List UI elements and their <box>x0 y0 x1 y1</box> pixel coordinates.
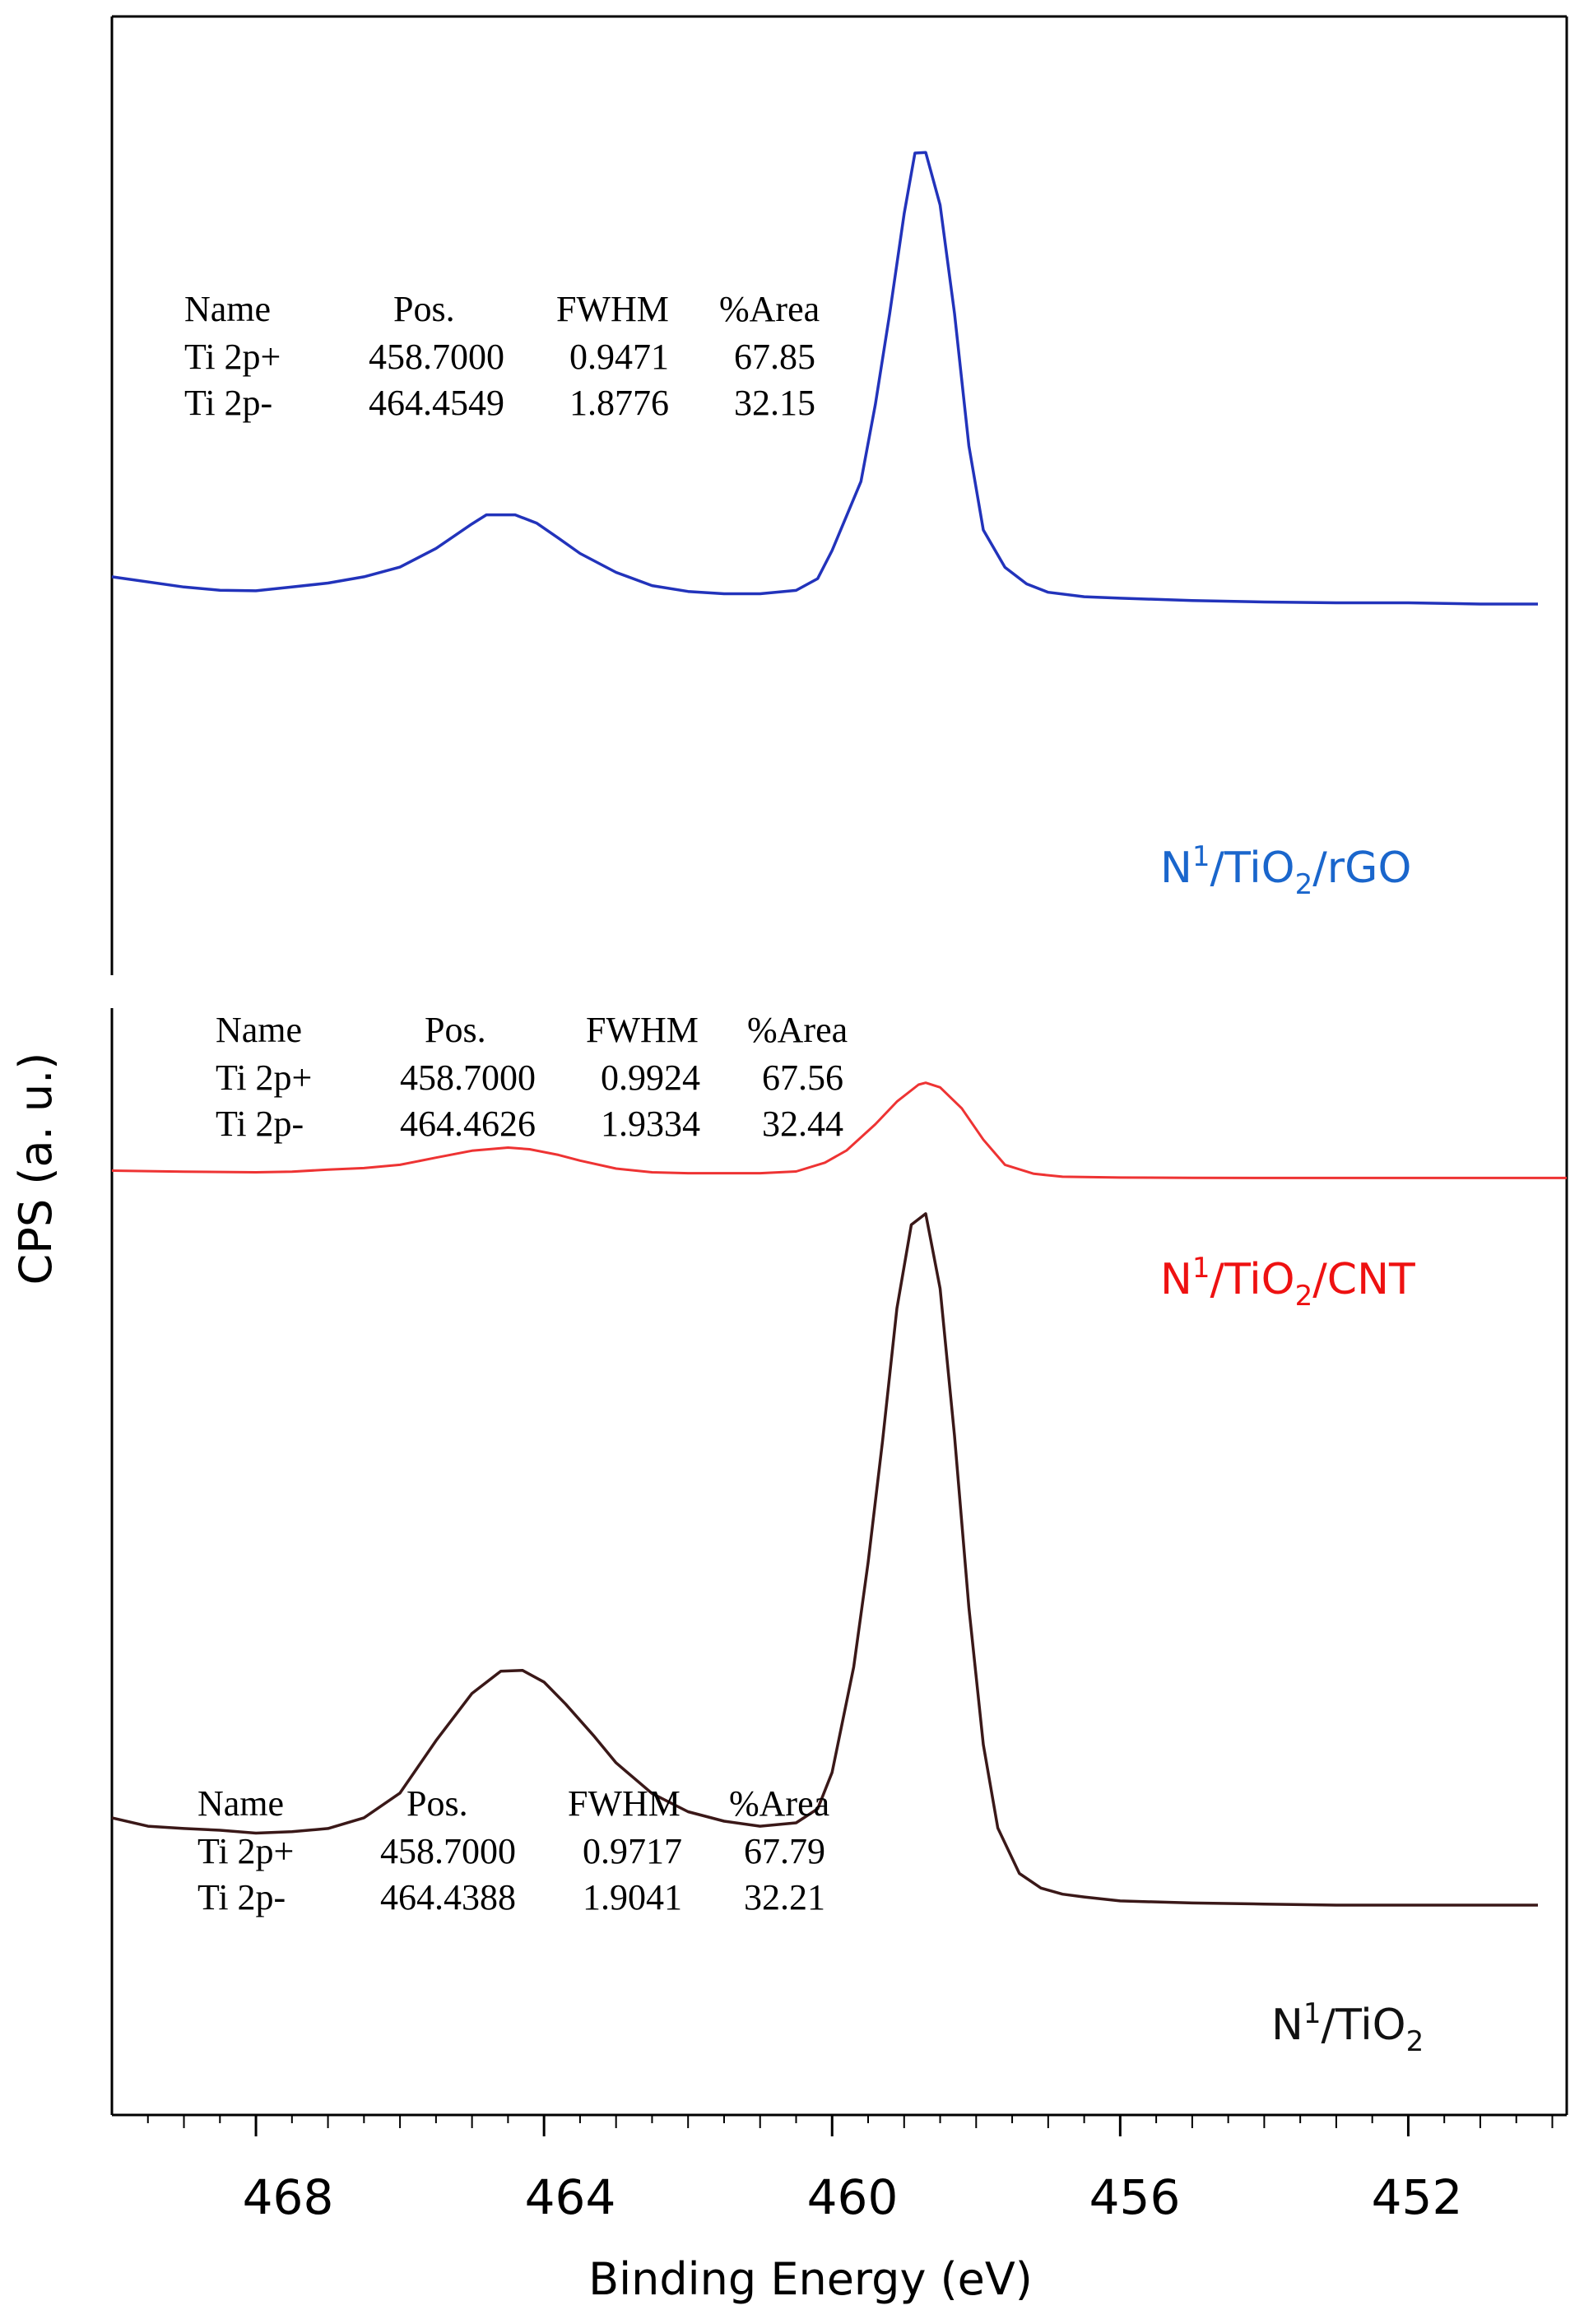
series-line-cnt <box>111 1081 1567 1179</box>
table-row-name: Ti 2p- <box>197 1877 286 1917</box>
label-part: N <box>1160 844 1192 893</box>
series-label-rgo: N1/TiO2/rGO <box>1160 840 1411 901</box>
x-tick-label: 468 <box>243 2169 334 2225</box>
label-sub: 2 <box>1295 868 1313 901</box>
table-row-name: Ti 2p- <box>184 383 272 423</box>
series-label-cnt: N1/TiO2/CNT <box>1160 1252 1415 1313</box>
label-part: /TiO <box>1210 1255 1295 1304</box>
label-part: N <box>1271 2001 1303 2050</box>
label-part: /CNT <box>1312 1255 1415 1304</box>
label-part: /TiO <box>1322 2001 1406 2050</box>
table-cell: 67.56 <box>762 1057 843 1098</box>
x-tick-label: 460 <box>807 2169 899 2225</box>
table-row-name: Ti 2p+ <box>184 337 281 377</box>
table-cell: 0.9924 <box>601 1057 700 1098</box>
series-layer <box>111 151 1567 1907</box>
table-row-name: Ti 2p+ <box>197 1831 294 1871</box>
table-cell: 67.79 <box>744 1831 825 1871</box>
table-cell: 458.7000 <box>369 337 504 377</box>
label-part: /rGO <box>1312 844 1411 893</box>
table-cell: 1.9334 <box>601 1104 700 1144</box>
x-tick-label: 464 <box>525 2169 616 2225</box>
table-header: Pos. <box>425 1010 486 1050</box>
table-cell: 458.7000 <box>400 1057 536 1098</box>
table-header: FWHM <box>568 1783 681 1824</box>
fit-table-cnt: Name Pos. FWHM %Area Ti 2p+ 458.7000 0.9… <box>216 1010 848 1144</box>
x-tick-labels: 468 464 460 456 452 <box>243 2169 1463 2225</box>
table-row-name: Ti 2p+ <box>216 1057 312 1098</box>
x-major-ticks <box>254 2115 1410 2136</box>
table-header: %Area <box>747 1010 848 1050</box>
label-sup: 1 <box>1303 1997 1322 2030</box>
label-part: /TiO <box>1210 844 1295 893</box>
x-tick-label: 452 <box>1372 2169 1463 2225</box>
table-header: %Area <box>729 1783 829 1824</box>
table-cell: 0.9717 <box>583 1831 682 1871</box>
series-label-tio2: N1/TiO2 <box>1271 1997 1424 2058</box>
table-cell: 32.15 <box>734 383 815 423</box>
x-axis-title: Binding Energy (eV) <box>588 2253 1033 2305</box>
table-cell: 464.4626 <box>400 1104 536 1144</box>
table-header: Name <box>197 1783 284 1824</box>
series-line-tio2 <box>111 1212 1538 1907</box>
x-tick-label: 456 <box>1089 2169 1181 2225</box>
table-cell: 464.4549 <box>369 383 504 423</box>
table-header: %Area <box>719 289 820 329</box>
y-axis-title: CPS (a. u.) <box>10 1053 62 1285</box>
table-cell: 464.4388 <box>380 1877 516 1917</box>
fit-table-rgo: Name Pos. FWHM %Area Ti 2p+ 458.7000 0.9… <box>184 289 820 423</box>
table-header: Pos. <box>406 1783 468 1824</box>
table-cell: 1.8776 <box>569 383 669 423</box>
table-cell: 32.21 <box>744 1877 825 1917</box>
fit-table-tio2: Name Pos. FWHM %Area Ti 2p+ 458.7000 0.9… <box>197 1783 829 1917</box>
table-cell: 0.9471 <box>569 337 669 377</box>
table-header: Name <box>216 1010 302 1050</box>
label-sub: 2 <box>1295 1280 1313 1313</box>
table-header: Pos. <box>393 289 455 329</box>
label-part: N <box>1160 1255 1192 1304</box>
series-line-rgo <box>111 151 1538 606</box>
table-cell: 67.85 <box>734 337 815 377</box>
table-cell: 32.44 <box>762 1104 843 1144</box>
label-sup: 1 <box>1192 1252 1210 1285</box>
table-header: FWHM <box>556 289 669 329</box>
plot-frame <box>110 15 1568 2136</box>
table-cell: 458.7000 <box>380 1831 516 1871</box>
table-header: Name <box>184 289 271 329</box>
table-row-name: Ti 2p- <box>216 1104 304 1144</box>
table-header: FWHM <box>586 1010 699 1050</box>
x-minor-ticks <box>146 2115 1554 2128</box>
label-sub: 2 <box>1406 2025 1424 2058</box>
table-cell: 1.9041 <box>583 1877 682 1917</box>
label-sup: 1 <box>1192 840 1210 873</box>
